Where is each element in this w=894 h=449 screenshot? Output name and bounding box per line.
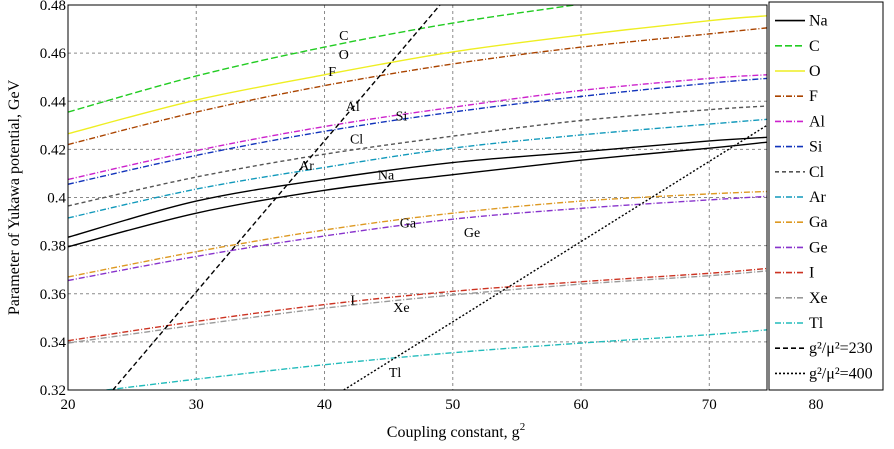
inline-label-C: C bbox=[339, 29, 348, 44]
series-line-C-2 bbox=[68, 5, 575, 113]
y-tick-label: 0.32 bbox=[40, 383, 66, 399]
x-tick-label: 50 bbox=[445, 397, 460, 413]
inline-label-O: O bbox=[339, 48, 349, 63]
y-tick-label: 0.36 bbox=[40, 287, 67, 303]
x-tick-label: 40 bbox=[317, 397, 332, 413]
y-tick-label: 0.4 bbox=[47, 191, 66, 207]
inline-label-F: F bbox=[328, 65, 336, 80]
x-tick-label: 30 bbox=[189, 397, 204, 413]
y-tick-label: 0.48 bbox=[40, 0, 66, 14]
legend-label-3: F bbox=[809, 88, 818, 105]
legend-label-9: Ge bbox=[809, 239, 828, 256]
y-tick-label: 0.34 bbox=[40, 335, 67, 351]
grid bbox=[68, 5, 767, 390]
series-line-Ar-8 bbox=[68, 118, 767, 219]
series-line-Si-6 bbox=[68, 77, 767, 185]
y-tick-label: 0.46 bbox=[40, 46, 67, 62]
x-tick-label: 20 bbox=[61, 397, 76, 413]
legend-label-8: Ga bbox=[809, 214, 828, 231]
inline-label-Cl: Cl bbox=[350, 132, 363, 147]
inline-label-Na: Na bbox=[378, 168, 395, 183]
legend-label-2: O bbox=[809, 63, 821, 80]
inline-label-Si: Si bbox=[396, 110, 408, 125]
y-axis-label: Parameter of Yukawa potential, GeV bbox=[6, 79, 23, 315]
legend-label-0: Na bbox=[809, 13, 828, 30]
x-axis-label: Coupling constant, g2 bbox=[387, 421, 525, 441]
legend-label-5: Si bbox=[809, 139, 823, 156]
series-line-g230-14 bbox=[112, 5, 441, 390]
legend-label-6: Cl bbox=[809, 164, 825, 181]
series-line-Ge-10 bbox=[68, 195, 767, 282]
tick-labels: 20 30 40 50 60 70 80 0.32 0.34 0.36 0.38 0.4 0.42 0.4… bbox=[40, 0, 824, 413]
inline-label-Xe: Xe bbox=[393, 301, 409, 316]
x-tick-label: 60 bbox=[574, 397, 589, 413]
y-tick-label: 0.42 bbox=[40, 142, 66, 158]
x-axis-label-text: Coupling constant, g bbox=[387, 424, 520, 441]
inline-label-Al: Al bbox=[346, 100, 360, 115]
x-tick-label: 80 bbox=[809, 397, 824, 413]
series-line-Cl-7 bbox=[68, 105, 767, 207]
series-lines bbox=[68, 5, 767, 390]
series-line-I-11 bbox=[68, 267, 767, 342]
inline-label-I: I bbox=[350, 294, 355, 309]
series-line-Xe-12 bbox=[68, 270, 767, 344]
legend-label-13: g²/μ²=230 bbox=[809, 340, 873, 357]
x-tick-label: 70 bbox=[702, 397, 717, 413]
inline-label-Ge: Ge bbox=[464, 226, 480, 241]
y-tick-label: 0.38 bbox=[40, 239, 66, 255]
inline-label-Ga: Ga bbox=[400, 217, 417, 232]
series-line-Na-0 bbox=[68, 136, 767, 238]
legend-label-14: g²/μ²=400 bbox=[809, 365, 873, 382]
inline-label-Ar: Ar bbox=[299, 159, 314, 174]
legend-label-4: Al bbox=[809, 113, 826, 130]
inline-label-Tl: Tl bbox=[389, 366, 402, 381]
inline-labels: COF Al Si Cl Ar Na Ga Ge I Xe Tl bbox=[299, 29, 480, 381]
x-axis-label-sup: 2 bbox=[520, 421, 526, 433]
legend-box bbox=[768, 1, 884, 391]
series-line-g400-15 bbox=[343, 124, 767, 390]
series-line-Tl-13 bbox=[106, 329, 767, 390]
series-line-F-4 bbox=[68, 27, 767, 146]
legend-label-11: Xe bbox=[809, 290, 828, 307]
legend: Na COF Al Si Cl Ar Ga Ge I Xe Tl g²/μ²=230 g²/μ²=400 bbox=[768, 1, 884, 391]
y-tick-label: 0.44 bbox=[40, 94, 67, 110]
series-line-Al-5 bbox=[68, 74, 767, 181]
plot-frame bbox=[67, 4, 768, 391]
series-line-na-lower-1 bbox=[68, 141, 767, 248]
legend-label-12: Tl bbox=[809, 315, 824, 332]
legend-label-1: C bbox=[809, 38, 820, 55]
series-line-O-3 bbox=[68, 15, 767, 135]
series-line-Ga-9 bbox=[68, 190, 767, 278]
legend-label-7: Ar bbox=[809, 189, 827, 206]
legend-label-10: I bbox=[809, 265, 814, 282]
